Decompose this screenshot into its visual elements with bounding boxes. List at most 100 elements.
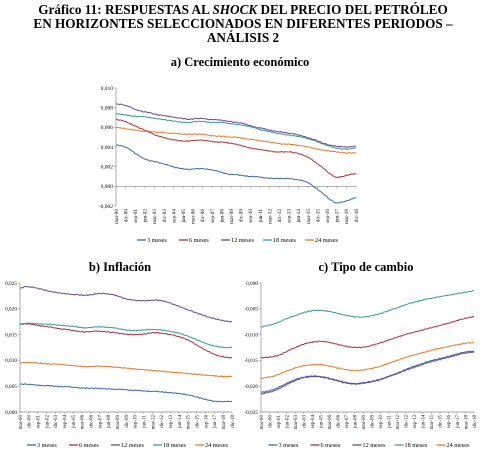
legend-label: 12 meses [231,237,254,244]
x-tick-label: jun-08 [219,209,225,224]
y-tick-label: 0,000 [5,410,17,416]
x-tick-label: dic-06 [200,209,206,223]
x-tick-label: dic-09 [239,209,245,223]
y-tick-label: 0,000 [246,281,258,287]
x-tick-label: mar-06 [328,415,333,430]
x-tick-label: jun-02 [285,415,290,430]
x-tick-label: dic-15 [195,415,200,428]
x-tick-label: dic-18 [231,415,236,428]
x-tick-label: sep-13 [287,209,293,223]
y-tick-label: -0,010 [244,332,258,338]
series-line [260,315,475,359]
x-tick-label: mar-18 [344,209,350,224]
x-tick-label: jun-08 [354,415,359,430]
x-tick-label: jun-17 [335,209,341,224]
x-tick-label: sep-01 [133,209,139,223]
legend-label: 18 meses [405,442,428,449]
x-tick-label: jun-11 [388,415,393,429]
legend-label: 12 meses [121,442,144,449]
x-tick-label: jun-14 [422,415,427,430]
x-tick-label: dic-15 [439,415,444,428]
x-tick-label: sep-13 [169,415,174,429]
figure-title-line-1-post: DEL PRECIO DEL PETRÓLEO [257,2,448,17]
legend-label: 6 meses [79,442,99,449]
panel-a-title: a) Crecimiento económico [170,55,310,69]
y-tick-label: -0,002 [99,204,113,210]
x-tick-label: dic-00 [123,209,129,223]
x-tick-label: mar-06 [81,415,86,430]
y-tick-label: 0,010 [5,358,17,364]
figure-title: Gráfico 11: RESPUESTAS AL SHOCK DEL PREC… [0,3,486,45]
y-tick-label: 0,020 [5,307,17,313]
y-tick-label: 0,010 [101,86,114,92]
legend-label: 24 meses [315,237,338,244]
legend-label: 24 meses [205,442,228,449]
x-tick-label: mar-03 [152,209,158,224]
panel-c-title: c) Tipo de cambio [318,260,414,274]
x-tick-label: jun-02 [45,415,50,430]
y-tick-label: 0,004 [101,145,114,151]
x-tick-label: dic-03 [162,209,168,223]
x-tick-label: mar-06 [191,209,197,224]
series-line [260,350,475,393]
figure-title-line-1-em: SHOCK [212,2,258,17]
x-tick-label: mar-09 [116,415,121,430]
x-tick-label: mar-03 [294,415,299,430]
x-tick-label: sep-07 [98,415,103,429]
x-tick-label: sep-01 [277,415,282,429]
legend-label: 3 meses [37,442,57,449]
series-line [260,341,475,380]
x-tick-label: sep-07 [345,415,350,429]
x-tick-label: sep-16 [447,415,452,429]
x-tick-label: sep-16 [325,209,331,223]
x-tick-label: jun-14 [296,209,302,224]
y-tick-label: 0,002 [101,164,114,170]
series-line [19,322,233,349]
series-line [260,289,475,328]
x-tick-label: mar-00 [260,415,265,430]
x-tick-label: mar-15 [187,415,192,430]
x-tick-label: jun-17 [456,415,461,430]
y-tick-label: 0,005 [5,384,17,390]
x-tick-label: dic-18 [473,415,478,428]
figure-title-line-2: EN HORIZONTES SELECCIONADOS EN DIFERENTE… [33,16,453,31]
x-tick-label: sep-16 [204,415,209,429]
legend-label: 3 meses [147,237,167,244]
x-tick-label: dic-15 [315,209,321,223]
x-tick-label: jun-11 [142,415,147,429]
figure-title-line-1: Gráfico 11: RESPUESTAS AL SHOCK DEL PREC… [0,3,486,17]
x-tick-label: mar-00 [114,209,120,224]
figure-title-line-3: ANÁLISIS 2 [206,30,280,45]
chart-b: 0,000 0,005 0,010 0,015 0,020 0,025 mar-00 dic-… [5,281,236,449]
y-tick-label: 0,006 [101,125,114,131]
x-tick-label: mar-12 [396,415,401,430]
x-tick-label: dic-03 [302,415,307,428]
chart-a: -0,002 0,000 0,002 0,004 0,006 0,008 0,010 mar-… [99,86,360,244]
x-tick-label: sep-10 [248,209,254,223]
x-tick-label: dic-12 [277,209,283,223]
y-tick-label: -0,005 [244,307,258,313]
series-line [19,383,233,403]
y-tick-label: -0,015 [244,358,258,364]
series-line [115,118,357,179]
y-tick-label: -0,020 [244,384,258,390]
series-line [260,351,475,395]
x-tick-label: sep-04 [63,415,68,429]
x-tick-label: sep-10 [379,415,384,429]
series-line [19,286,233,323]
x-tick-label: dic-12 [405,415,410,428]
y-tick-label: 0,000 [101,184,114,190]
x-tick-label: dic-00 [28,415,33,428]
chart-c: -0,025 -0,020 -0,015 -0,010 -0,005 0,000 mar-0… [244,281,477,449]
series-line [115,113,357,150]
x-tick-label: mar-12 [151,415,156,430]
series-line [115,126,357,154]
figure-title-line-1-pre: Gráfico 11: RESPUESTAS AL [38,2,213,17]
legend-label: 12 meses [363,442,386,449]
x-tick-label: jun-08 [107,415,112,430]
series-line [19,323,233,359]
legend-label: 6 meses [189,237,209,244]
x-tick-label: dic-03 [54,415,59,428]
x-tick-label: mar-09 [362,415,367,430]
x-tick-label: dic-06 [89,415,94,428]
